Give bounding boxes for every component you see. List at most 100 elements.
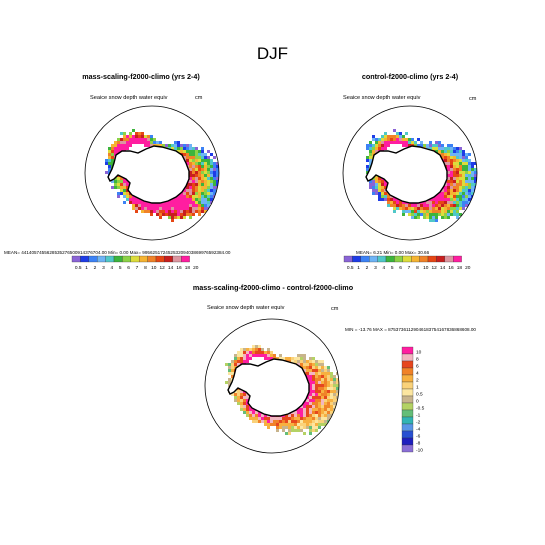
map1-colorbar-swatch (80, 255, 89, 263)
map2-var-label: Seaice snow depth water equiv (343, 95, 421, 101)
map2-colorbar-tick-label: 6 (399, 265, 402, 271)
page-title: DJF (256, 44, 289, 63)
map2-colorbar-tick-label: 20 (465, 265, 471, 271)
map2-colorbar-tick-label: 10 (423, 265, 429, 271)
map3-colorbar-tick-label: -8 (416, 440, 421, 446)
map3-colorbar-tick-label: -1 (416, 412, 421, 418)
map2-colorbar-tick-label: 0.5 (347, 265, 354, 271)
map1-colorbar-tick-label: 3 (102, 265, 105, 271)
map1-colorbar-tick-label: 8 (144, 265, 147, 271)
map1-polar-map (84, 105, 220, 241)
map3-colorbar-tick-label: -4 (416, 426, 421, 432)
map1-colorbar-tick-label: 2 (94, 265, 97, 271)
map2-colorbar-tick-label: 7 (408, 265, 411, 271)
map3-polar-map (204, 318, 340, 454)
map3-colorbar-swatch (401, 353, 414, 362)
map1-colorbar-tick-label: 7 (136, 265, 139, 271)
map3-colorbar-tick-label: 1 (416, 384, 419, 390)
map3-colorbar-swatch (401, 423, 414, 432)
map2-colorbar-swatch (343, 255, 353, 263)
map2-colorbar-tick-label: 8 (416, 265, 419, 271)
map1-colorbar-tick-label: 10 (151, 265, 157, 271)
map3-colorbar-swatch (401, 367, 414, 376)
map3-colorbar-tick-label: 0 (416, 398, 419, 404)
map3-colorbar-tick-label: 2 (416, 377, 419, 383)
map1-colorbar-swatch (97, 255, 106, 263)
map2-colorbar-swatch (453, 255, 462, 263)
map1-colorbar-swatch (139, 255, 148, 263)
map1-colorbar-tick-label: 12 (160, 265, 166, 271)
map2-title: control-f2000-climo (yrs 2-4) (361, 72, 459, 81)
map3-colorbar-swatch (401, 360, 414, 369)
map1-colorbar-tick-label: 6 (127, 265, 130, 271)
map2-colorbar-swatch (394, 255, 403, 263)
map2-colorbar-swatch (402, 255, 412, 263)
map3-title: mass-scaling-f2000-climo - control-f2000… (192, 283, 354, 292)
map1-colorbar-tick-label: 20 (193, 265, 199, 271)
map1-colorbar-tick-label: 14 (168, 265, 174, 271)
map3-colorbar-swatch (401, 416, 414, 425)
map2-colorbar-tick-label: 2 (366, 265, 369, 271)
map1-colorbar-swatch (88, 255, 98, 263)
map2-colorbar-tick-label: 4 (382, 265, 385, 271)
map2-colorbar-swatch (369, 255, 378, 263)
map1-colorbar-swatch (130, 255, 140, 263)
map3-colorbar-swatch (401, 374, 414, 383)
map2-colorbar-swatch (385, 255, 395, 263)
map1-colorbar-swatch (172, 255, 182, 263)
map2-colorbar-tick-label: 3 (374, 265, 377, 271)
map3-var-label: Seaice snow depth water equiv (207, 305, 285, 311)
map3-colorbar-tick-label: -2 (416, 419, 421, 425)
map3-colorbar-tick-label: -10 (416, 447, 423, 453)
map1-colorbar-tick-label: 16 (176, 265, 182, 271)
map2-colorbar-swatch (411, 255, 420, 263)
map3-units: cm (331, 306, 339, 312)
map3-colorbar-swatch (401, 430, 414, 439)
map2-colorbar-tick-label: 18 (457, 265, 463, 271)
map3-colorbar-swatch (401, 381, 414, 390)
map3-colorbar-tick-label: 4 (416, 370, 419, 376)
map1-colorbar-tick-label: 0.5 (75, 265, 82, 271)
map1-title: mass-scaling-f2000-climo (yrs 2-4) (82, 72, 200, 81)
map3-colorbar-swatch (401, 402, 414, 411)
map3-colorbar-tick-label: -0.5 (416, 405, 425, 411)
map2-colorbar-swatch (352, 255, 361, 263)
map2-colorbar-tick-label: 14 (440, 265, 446, 271)
map2-colorbar-tick-label: 1 (357, 265, 360, 271)
map1-units: cm (195, 95, 203, 101)
map2-colorbar-tick-label: 16 (448, 265, 454, 271)
map1-stats: MEAN= 4414057455628535276500914376704.00… (4, 250, 231, 255)
map1-colorbar-swatch (164, 255, 173, 263)
map3-colorbar-tick-label: 8 (416, 356, 419, 362)
map2-colorbar-swatch (427, 255, 437, 263)
map1-colorbar-swatch (105, 255, 115, 263)
map1-colorbar-swatch (71, 255, 81, 263)
map1-colorbar-swatch (147, 255, 157, 263)
map2-colorbar-swatch (360, 255, 370, 263)
map1-colorbar-swatch (181, 255, 190, 263)
map1-var-label: Seaice snow depth water equiv (90, 95, 168, 101)
map1-colorbar-tick-label: 1 (85, 265, 88, 271)
map1-colorbar: 0.5 1 2 3 4 5 6 7 8 10 12 14 16 18 20 (71, 255, 199, 271)
map1-colorbar-swatch (113, 255, 123, 263)
map2-colorbar-tick-label: 5 (391, 265, 394, 271)
map3-colorbar-swatch (401, 444, 414, 453)
map3-colorbar-swatch (401, 409, 414, 418)
map3-colorbar-swatch (401, 388, 414, 397)
map3-stats: MIN = -13.76 MAX = 875373611290461837541… (345, 327, 476, 332)
map1-colorbar-tick-label: 4 (110, 265, 113, 271)
map1-colorbar-tick-label: 5 (119, 265, 122, 271)
map2-colorbar: 0.5 1 2 3 4 5 6 7 8 10 12 14 16 18 20 (343, 255, 471, 271)
map3-colorbar-tick-label: 0.5 (416, 391, 423, 397)
map3-colorbar-tick-label: -6 (416, 433, 421, 439)
map1-colorbar-swatch (122, 255, 131, 263)
map2-colorbar-tick-label: 12 (432, 265, 438, 271)
map1-colorbar-swatch (155, 255, 165, 263)
map3-colorbar-swatch (401, 346, 414, 355)
map3-colorbar-tick-label: 6 (416, 363, 419, 369)
map2-colorbar-swatch (419, 255, 429, 263)
map2-colorbar-swatch (444, 255, 454, 263)
map3-colorbar-swatch (401, 395, 414, 404)
map2-stats: MEAN= 6.21 Min= 0.00 Max= 30.66 (356, 250, 430, 255)
